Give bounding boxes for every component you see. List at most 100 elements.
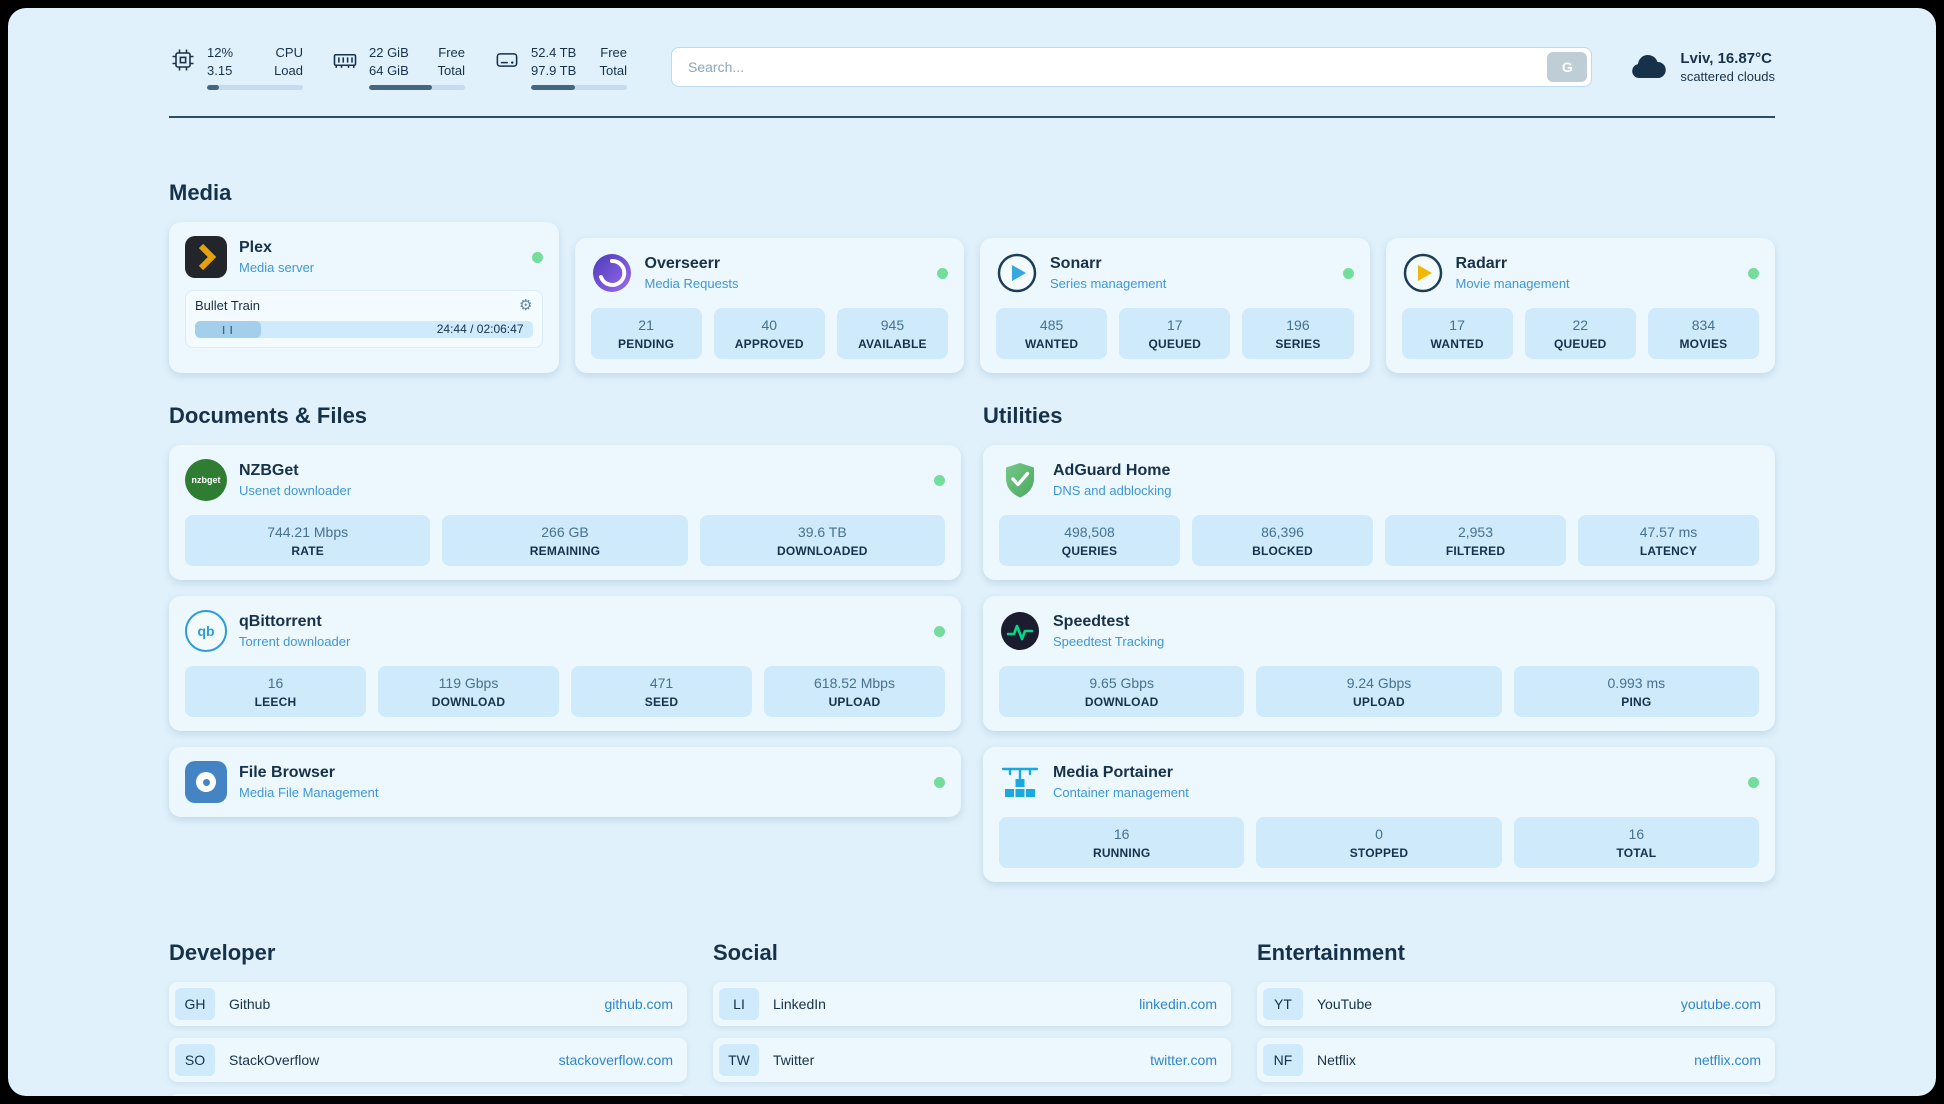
qbittorrent-title: qBittorrent	[239, 613, 322, 631]
link-netflix[interactable]: NF Netflix netflix.com	[1257, 1038, 1775, 1083]
link-linkedin[interactable]: LI LinkedIn linkedin.com	[713, 982, 1231, 1027]
gear-icon[interactable]: ⚙	[519, 297, 533, 315]
utilities-column: Utilities AdGuard Home	[983, 403, 1775, 883]
developer-column: Developer GH Github github.com SO StackO…	[169, 940, 687, 1096]
stat-box: 16 TOTAL	[1513, 817, 1759, 869]
link-twitter[interactable]: TW Twitter twitter.com	[713, 1038, 1231, 1083]
plex-status-dot	[531, 251, 543, 263]
stat-box: 196 SERIES	[1242, 308, 1354, 360]
youtube-badge: YT	[1263, 988, 1303, 1021]
qbittorrent-card[interactable]: qb qBittorrent Torrent downloader 16 LEE…	[169, 596, 961, 732]
link-github[interactable]: GH Github github.com	[169, 982, 687, 1027]
stat-box: 16 LEECH	[185, 666, 366, 718]
disk-bar-fill	[531, 85, 576, 91]
stat-box: 266 GB REMAINING	[442, 515, 688, 567]
pause-icon: ❙❙	[220, 325, 236, 335]
search-input[interactable]	[671, 47, 1593, 88]
ram-free: 22 GiB	[369, 45, 409, 60]
ram-total: 64 GiB	[369, 62, 409, 78]
link-dev[interactable]: DT DEV dev.to	[169, 1094, 687, 1096]
disk-total: 97.9 TB	[531, 62, 577, 78]
disk-icon	[496, 53, 518, 67]
stat-box: 0 STOPPED	[1256, 817, 1502, 869]
topbar: 12% CPU 3.15 Load	[169, 8, 1775, 91]
stat-box: 744.21 Mbps RATE	[185, 515, 431, 567]
stat-box: 485 WANTED	[996, 308, 1108, 360]
stat-box: 0.993 ms PING	[1513, 666, 1759, 718]
stat-box: 618.52 Mbps UPLOAD	[764, 666, 945, 718]
section-title-utilities: Utilities	[983, 403, 1063, 429]
weather-widget: Lviv, 16.87°C scattered clouds	[1628, 50, 1775, 84]
ram-label-2: Total	[437, 62, 465, 78]
plex-card[interactable]: Plex Media server Bullet Train ⚙ ❙❙ 24:	[169, 222, 559, 374]
disk-free: 52.4 TB	[531, 45, 577, 60]
ram-bar	[369, 85, 465, 91]
cpu-metric: 12% CPU 3.15 Load	[169, 44, 303, 91]
radarr-subtitle: Movie management	[1455, 276, 1570, 292]
qbittorrent-subtitle: Torrent downloader	[239, 634, 351, 650]
ram-metric: 22 GiB Free 64 GiB Total	[331, 44, 465, 91]
portainer-card[interactable]: Media Portainer Container management 16 …	[983, 747, 1775, 883]
portainer-icon	[999, 761, 1041, 803]
radarr-icon	[1402, 252, 1444, 294]
section-title-social: Social	[713, 940, 778, 966]
cpu-label-1: CPU	[275, 45, 303, 60]
stat-box: 119 Gbps DOWNLOAD	[378, 666, 559, 718]
stat-box: 47.57 ms LATENCY	[1578, 515, 1759, 567]
adguard-card[interactable]: AdGuard Home DNS and adblocking 498,508 …	[983, 445, 1775, 581]
filebrowser-card[interactable]: File Browser Media File Management	[169, 747, 961, 818]
overseerr-card[interactable]: Overseerr Media Requests 21 PENDING 40 A…	[574, 238, 964, 374]
sonarr-icon	[996, 252, 1038, 294]
speedtest-card[interactable]: Speedtest Speedtest Tracking 9.65 Gbps D…	[983, 596, 1775, 732]
documents-column: Documents & Files nzbget NZBGet Usenet d…	[169, 403, 961, 818]
radarr-card[interactable]: Radarr Movie management 17 WANTED 22 QUE…	[1385, 238, 1775, 374]
disk-bar	[531, 85, 627, 91]
filebrowser-icon	[185, 761, 227, 804]
weather-condition: scattered clouds	[1680, 69, 1775, 85]
cpu-load: 3.15	[207, 62, 233, 78]
nzbget-status-dot	[934, 474, 945, 486]
stat-box: 9.65 Gbps DOWNLOAD	[999, 666, 1245, 718]
playback-progress-fill: ❙❙	[195, 321, 261, 339]
speedtest-title: Speedtest	[1053, 613, 1130, 631]
section-title-developer: Developer	[169, 940, 276, 966]
overseerr-status-dot	[937, 267, 948, 279]
stat-box: 22 QUEUED	[1524, 308, 1636, 360]
disk-label-2: Total	[599, 62, 627, 78]
stat-box: 945 AVAILABLE	[836, 308, 949, 360]
netflix-badge: NF	[1263, 1044, 1303, 1077]
cloud-icon	[1632, 55, 1667, 79]
stat-box: 2,953 FILTERED	[1385, 515, 1566, 567]
weather-location: Lviv, 16.87°C	[1680, 50, 1772, 68]
cpu-label-2: Load	[274, 62, 303, 78]
ram-bar-fill	[369, 85, 433, 91]
stat-box: 498,508 QUERIES	[999, 515, 1180, 567]
link-youtube[interactable]: YT YouTube youtube.com	[1257, 982, 1775, 1027]
qbittorrent-status-dot	[934, 625, 945, 637]
linkedin-badge: LI	[719, 988, 759, 1021]
stat-box: 834 MOVIES	[1647, 308, 1760, 360]
nzbget-icon: nzbget	[185, 459, 227, 502]
plex-now-playing: Bullet Train ⚙ ❙❙ 24:44 / 02:06:47	[185, 290, 543, 349]
now-playing-title: Bullet Train	[195, 298, 261, 314]
stat-box: 17 WANTED	[1401, 308, 1513, 360]
overseerr-subtitle: Media Requests	[644, 276, 739, 292]
media-cards: Plex Media server Bullet Train ⚙ ❙❙ 24:	[169, 222, 1775, 374]
qbittorrent-icon: qb	[185, 610, 227, 653]
link-stackoverflow[interactable]: SO StackOverflow stackoverflow.com	[169, 1038, 687, 1083]
ram-icon	[333, 53, 357, 68]
search-engine-button[interactable]: G	[1547, 52, 1588, 83]
sonarr-card[interactable]: Sonarr Series management 485 WANTED 17 Q…	[980, 238, 1370, 374]
portainer-status-dot	[1748, 776, 1759, 788]
plex-icon	[185, 236, 227, 279]
playback-progress-bar: ❙❙ 24:44 / 02:06:47	[195, 321, 533, 339]
plex-title: Plex	[239, 239, 272, 257]
portainer-subtitle: Container management	[1053, 785, 1189, 801]
topbar-divider	[169, 116, 1775, 119]
nzbget-card[interactable]: nzbget NZBGet Usenet downloader 744.21 M…	[169, 445, 961, 581]
nzbget-subtitle: Usenet downloader	[239, 483, 352, 499]
speedtest-subtitle: Speedtest Tracking	[1053, 634, 1165, 650]
link-reddit[interactable]: RE Reddit reddit.com	[1257, 1094, 1775, 1096]
stat-box: 40 APPROVED	[713, 308, 825, 360]
dashboard-page: 12% CPU 3.15 Load	[8, 8, 1936, 1096]
